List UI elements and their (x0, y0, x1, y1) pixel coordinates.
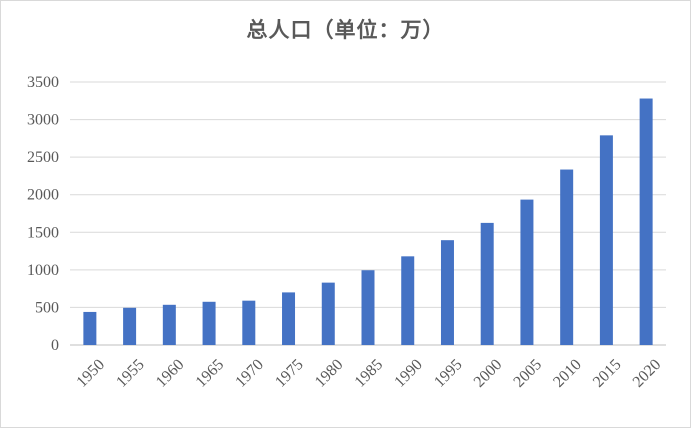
y-tick-label: 1500 (27, 224, 59, 241)
bar-1975 (282, 292, 296, 345)
x-tick-label: 1965 (193, 356, 228, 391)
x-tick-label: 1960 (153, 356, 188, 391)
x-tick-label: 2020 (630, 356, 665, 391)
bar-2015 (599, 135, 613, 345)
bar-1990 (401, 256, 415, 345)
bar-1985 (361, 270, 375, 345)
y-tick-label: 0 (51, 337, 59, 354)
bar-1960 (162, 304, 176, 345)
y-tick-label: 500 (35, 299, 59, 316)
bar-1980 (321, 282, 335, 345)
x-tick-label: 1990 (391, 356, 426, 391)
x-tick-label: 2000 (471, 356, 506, 391)
bar-2000 (480, 222, 494, 345)
bar-1950 (83, 311, 97, 345)
bar-2010 (560, 169, 574, 345)
x-tick-label: 1975 (272, 356, 307, 391)
y-axis-labels: 0 500 1000 1500 2000 2500 3000 3500 (27, 74, 59, 354)
bar-2020 (639, 98, 653, 345)
bars (83, 98, 653, 345)
y-tick-label: 3500 (27, 74, 59, 91)
bar-2005 (520, 199, 534, 345)
x-tick-label: 2010 (550, 356, 585, 391)
x-tick-label: 1955 (113, 356, 148, 391)
bar-1995 (440, 240, 454, 345)
y-tick-label: 1000 (27, 262, 59, 279)
bar-1965 (202, 301, 216, 345)
x-tick-label: 1950 (73, 356, 108, 391)
x-tick-label: 1970 (232, 356, 267, 391)
x-tick-label: 2005 (510, 356, 545, 391)
x-tick-label: 1995 (431, 356, 466, 391)
x-tick-label: 2015 (590, 356, 625, 391)
y-tick-label: 2000 (27, 187, 59, 204)
y-tick-label: 3000 (27, 112, 59, 129)
x-tick-label: 1985 (352, 356, 387, 391)
y-tick-label: 2500 (27, 149, 59, 166)
x-tick-label: 1980 (312, 356, 347, 391)
bar-1970 (242, 300, 256, 345)
chart-title: 总人口（单位：万） (246, 17, 445, 42)
x-axis-labels: 1950 1955 1960 1965 1970 1975 1980 1985 1990 1995… (73, 356, 664, 391)
bar-1955 (123, 307, 137, 345)
